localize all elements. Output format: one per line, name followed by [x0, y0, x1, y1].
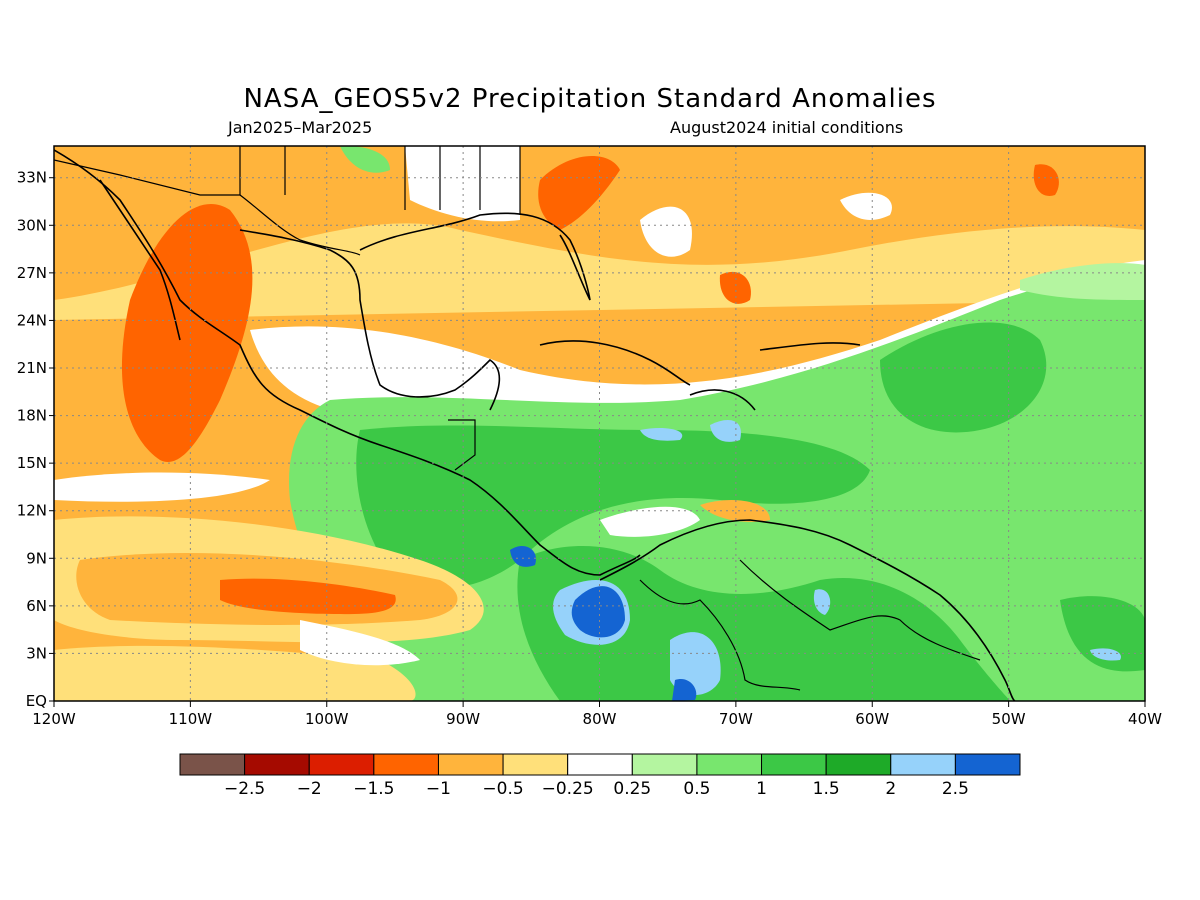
- southeast-us-dry-core: [538, 156, 620, 230]
- lon-tick-label: 100W: [305, 710, 349, 728]
- colorbar-label: −0.25: [542, 779, 594, 799]
- wet-core-atlantic: [880, 322, 1047, 433]
- max-wet-panama: [571, 586, 625, 638]
- colorbar-swatch: [373, 753, 439, 776]
- colorbar-label: 1: [756, 779, 767, 799]
- colorbar-label: −1: [426, 779, 451, 799]
- caribbean-neutral-patch: [600, 506, 700, 537]
- colorbar-swatch: [502, 753, 569, 776]
- us-mexico-border-east: [239, 194, 361, 256]
- very-wet-caribbean: [640, 428, 683, 441]
- map-title: NASA_GEOS5v2 Precipitation Standard Anom…: [243, 84, 937, 114]
- lon-tick-label: 40W: [1128, 710, 1162, 728]
- equatorial-pacific-dry: [54, 645, 416, 701]
- lon-tick-label: 80W: [583, 710, 617, 728]
- wet-core-east: [1060, 596, 1145, 672]
- venezuela-guyana-border: [739, 559, 981, 661]
- very-wet-venezuela: [813, 589, 831, 615]
- wet-core-south-america: [517, 546, 1010, 701]
- light-green-fringe: [1020, 263, 1145, 300]
- lat-tick-label: 27N: [17, 264, 47, 282]
- pacific-neutral-band: [54, 472, 270, 502]
- colorbar-label: −0.5: [482, 779, 523, 799]
- lat-tick-label: 18N: [17, 407, 47, 425]
- initial-conditions: August2024 initial conditions: [670, 118, 904, 137]
- hispaniola: [689, 389, 756, 411]
- colorbar-label: 2.5: [942, 779, 969, 799]
- us-wet-patch: [340, 146, 390, 173]
- colorbar-swatch: [567, 753, 633, 776]
- colorbar-label: 0.5: [683, 779, 710, 799]
- guatemala-border: [448, 419, 476, 471]
- baja-california: [99, 179, 181, 341]
- colorbar-swatch: [890, 753, 956, 776]
- lon-tick-label: 120W: [32, 710, 76, 728]
- lon-tick-label: 50W: [992, 710, 1026, 728]
- colorbar-swatch: [244, 753, 310, 776]
- lon-tick-label: 60W: [855, 710, 889, 728]
- south-america-north-coast: [599, 519, 1016, 701]
- pacific-coastline: [54, 149, 641, 576]
- gridlines: [54, 146, 1145, 701]
- lat-tick-label: 21N: [17, 359, 47, 377]
- atlantic-neutral-patch-2: [840, 192, 892, 220]
- axes: 120W 110W 100W 90W 80W 70W 60W 50W 40W EQ 3N 6N 9N 12…: [17, 169, 1162, 728]
- cuba: [539, 340, 691, 386]
- gulf-coast-us: [359, 212, 591, 301]
- us-neutral-patch: [405, 146, 520, 222]
- colorbar-swatch: [437, 753, 504, 776]
- venezuela-coast-dry: [700, 500, 770, 522]
- anomaly-field: [54, 146, 1145, 701]
- colorbar-swatch: [631, 753, 698, 776]
- wet-core-central-america: [356, 425, 870, 589]
- colorbar-label: −1.5: [353, 779, 394, 799]
- lon-tick-label: 70W: [719, 710, 753, 728]
- lat-tick-label: 9N: [26, 549, 47, 567]
- lon-tick-label: 90W: [446, 710, 480, 728]
- lat-tick-label: EQ: [26, 692, 47, 710]
- lat-tick-label: 6N: [26, 597, 47, 615]
- northeast-atlantic-dry-core: [1033, 164, 1059, 196]
- colorbar-swatch: [954, 753, 1021, 776]
- puerto-rico: [759, 342, 861, 351]
- lat-tick-label: 30N: [17, 216, 47, 234]
- max-wet-amazon: [672, 679, 697, 701]
- colorbar-label: −2.5: [224, 779, 265, 799]
- colorbar-swatch: [825, 753, 892, 776]
- pacific-dry-core: [220, 578, 396, 615]
- colombia-border: [639, 579, 801, 691]
- very-wet-atlantic: [1090, 648, 1121, 661]
- very-wet-hispaniola: [710, 420, 741, 442]
- gulf-coast-mexico: [239, 229, 501, 411]
- colorbar-label: 1.5: [813, 779, 840, 799]
- lat-tick-label: 15N: [17, 454, 47, 472]
- colorbar-label: 2: [885, 779, 896, 799]
- lon-tick-label: 110W: [169, 710, 213, 728]
- coastlines: [54, 149, 1016, 701]
- colorbar-swatch: [696, 753, 763, 776]
- colorbar-swatch: [308, 753, 375, 776]
- colorbar: −2.5 −2 −1.5 −1 −0.5 −0.25 0.25 0.5 1 1.5 2 2.5: [179, 753, 1021, 799]
- colorbar-label: 0.25: [613, 779, 651, 799]
- mexico-dry-core: [121, 204, 253, 462]
- forecast-period: Jan2025–Mar2025: [228, 118, 373, 137]
- colorbar-swatch: [179, 753, 246, 776]
- lat-tick-label: 3N: [26, 644, 47, 662]
- lat-tick-label: 12N: [17, 502, 47, 520]
- max-wet-costa-rica: [510, 545, 536, 567]
- atlantic-dry-core: [719, 271, 751, 304]
- atlantic-neutral-patch: [640, 206, 692, 257]
- us-mexico-border-west: [54, 146, 241, 196]
- colorbar-label: −2: [297, 779, 322, 799]
- colorbar-swatch: [761, 753, 827, 776]
- lat-tick-label: 33N: [17, 169, 47, 187]
- lat-tick-label: 24N: [17, 311, 47, 329]
